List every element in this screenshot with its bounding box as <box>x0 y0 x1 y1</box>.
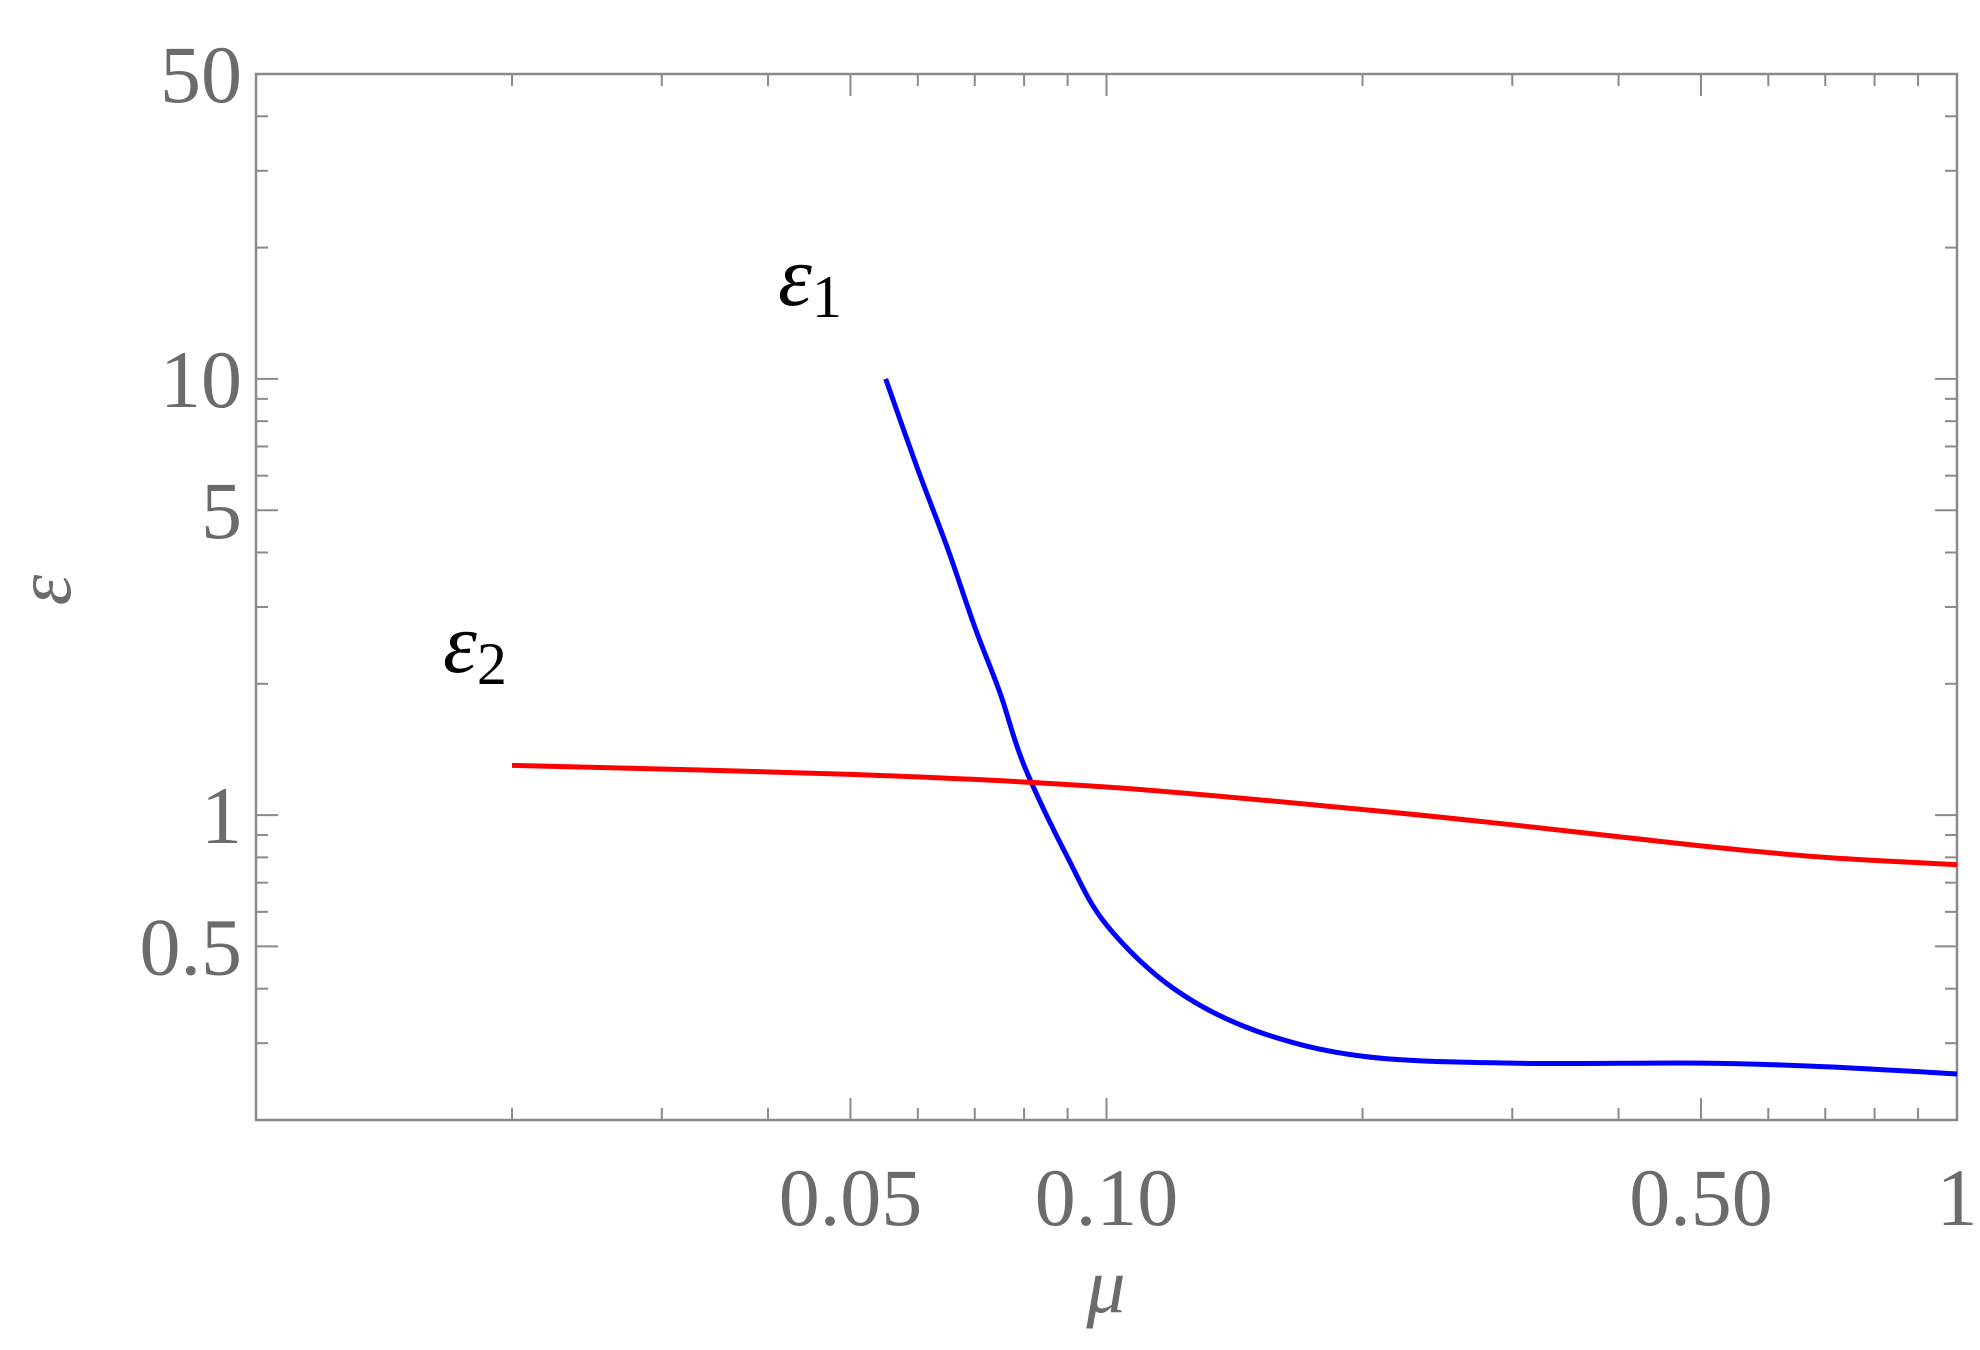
tick-marks <box>256 73 1958 1120</box>
y-tick-label: 0.5 <box>140 901 243 992</box>
y-tick-label: 5 <box>201 465 242 556</box>
x-tick-label: 0.50 <box>1629 1152 1773 1243</box>
series-label-e2: ε2 <box>443 595 507 697</box>
y-tick-label: 1 <box>201 770 242 861</box>
y-tick-label: 50 <box>160 29 242 120</box>
x-axis-title: μ <box>1085 1242 1125 1329</box>
series-line-2 <box>511 762 1958 868</box>
x-tick-label: 1 <box>1937 1152 1978 1243</box>
series-line-1 <box>883 378 1958 1077</box>
y-axis-title: ε <box>0 574 87 605</box>
x-tick-label: 0.05 <box>779 1152 923 1243</box>
plot-frame <box>254 72 1959 1122</box>
tick-labels: 0.05 0.10 0.50 1 0.5 1 5 10 50 <box>140 29 1978 1243</box>
x-tick-label: 0.10 <box>1035 1152 1179 1243</box>
y-tick-label: 10 <box>160 334 242 425</box>
series-label-e1: ε1 <box>778 228 842 330</box>
series-lines <box>511 378 1958 1077</box>
